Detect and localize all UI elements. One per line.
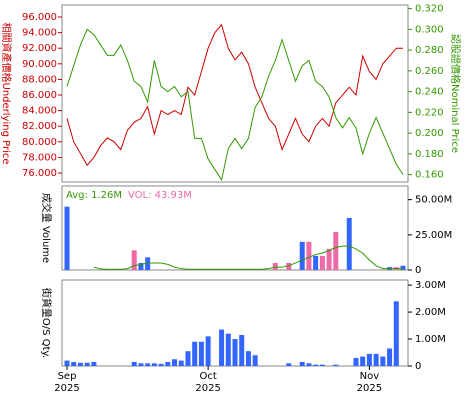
bar (299, 241, 305, 270)
y-tick-label: 92.000 (22, 43, 57, 54)
x-tick-label: Oct 2025 (195, 371, 221, 394)
bar (393, 301, 399, 366)
bar (306, 363, 312, 366)
bar (333, 364, 339, 366)
y-tick-label: 2.00M (415, 307, 446, 318)
panel (61, 4, 409, 183)
bar (198, 341, 204, 366)
bar (239, 334, 245, 366)
bar (151, 363, 157, 366)
bar (360, 356, 366, 366)
y-axis-label: 街貨量O/S Qty. (40, 288, 53, 358)
bar (366, 353, 372, 366)
y2-tick-label: 0.220 (415, 107, 444, 118)
bar (299, 361, 305, 366)
bar (91, 361, 97, 366)
bar (178, 360, 184, 366)
bar (145, 363, 151, 366)
y2-tick-label: 0.300 (415, 24, 444, 35)
y-tick-label: 50.00M (415, 195, 452, 206)
bar (165, 361, 171, 366)
bar (286, 363, 292, 366)
bar (333, 232, 339, 270)
bar (77, 362, 83, 366)
bar (373, 353, 379, 366)
y-tick-label: 86.000 (22, 90, 57, 101)
bar (232, 339, 238, 366)
bar (319, 364, 325, 366)
y-axis-label: 成交量 Volume (40, 193, 53, 263)
y2-tick-label: 0.240 (415, 87, 444, 98)
bar (400, 265, 406, 270)
avg-line (93, 245, 403, 270)
y-tick-label: 82.000 (22, 121, 57, 132)
y2-tick-label: 0.200 (415, 128, 444, 139)
y2-tick-label: 0.280 (415, 45, 444, 56)
bar (326, 248, 332, 270)
y-tick-label: 94.000 (22, 28, 57, 39)
bar (286, 262, 292, 270)
panel (61, 185, 409, 271)
y-tick-label: 96.000 (22, 12, 57, 23)
bar (380, 356, 386, 366)
bar (306, 241, 312, 270)
bar (138, 262, 144, 270)
bar (71, 361, 77, 366)
y2-tick-label: 0.160 (415, 170, 444, 181)
bar (192, 341, 198, 366)
bar (205, 336, 211, 366)
bar (346, 217, 352, 270)
y-tick-label: 1.00M (415, 334, 446, 345)
bar (225, 333, 231, 366)
y-tick-label: 78.000 (22, 152, 57, 163)
x-tick-label: Sep 2025 (54, 371, 80, 394)
legend-vol: VOL: 43.93M (128, 190, 192, 201)
y-tick-label: 76.000 (22, 168, 57, 179)
y-tick-label: 0 (415, 265, 421, 276)
bar (313, 255, 319, 270)
bar (313, 364, 319, 366)
bar (319, 255, 325, 270)
y-tick-label: 84.000 (22, 106, 57, 117)
bar (252, 355, 258, 366)
legend-avg: Avg: 1.26M (66, 190, 122, 201)
bar (138, 363, 144, 366)
y-tick-label: 80.000 (22, 137, 57, 148)
bar (185, 351, 191, 366)
price-line (66, 23, 403, 167)
bar (245, 351, 251, 366)
y-tick-label: 3.00M (415, 280, 446, 291)
bar (145, 257, 151, 270)
bar (387, 348, 393, 366)
bar (353, 357, 359, 366)
bar (172, 359, 178, 366)
y-tick-label: 0 (415, 361, 421, 372)
bar (64, 206, 70, 270)
price-line (66, 28, 404, 182)
x-tick-label: Nov 2025 (356, 371, 383, 394)
y2-tick-label: 0.260 (415, 66, 444, 77)
y2-tick-label: 0.320 (415, 4, 444, 15)
bar (272, 262, 278, 270)
bar (64, 360, 70, 366)
bar (219, 329, 225, 366)
y-tick-label: 88.000 (22, 74, 57, 85)
y-axis-label: 相關資產價格Underlying Price (0, 22, 13, 164)
y-tick-label: 90.000 (22, 59, 57, 70)
y2-tick-label: 0.180 (415, 149, 444, 160)
y2-axis-label: 認股證價格Nominal Price (449, 34, 462, 153)
bar (158, 363, 164, 366)
bar (131, 361, 137, 366)
y-tick-label: 25.00M (415, 230, 452, 241)
bar (84, 362, 90, 366)
bar (131, 250, 137, 270)
